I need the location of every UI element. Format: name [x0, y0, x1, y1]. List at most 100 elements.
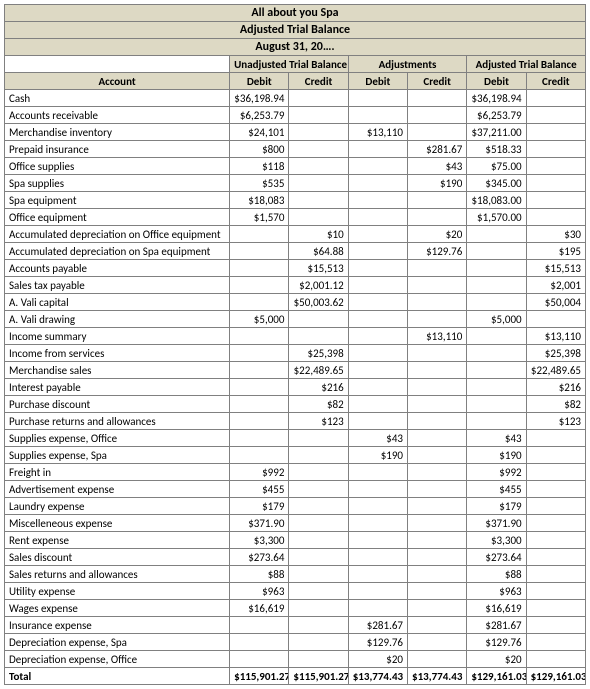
value-cell: [408, 192, 467, 209]
value-cell: $190: [408, 175, 467, 192]
value-cell: $6,253.79: [230, 107, 289, 124]
value-cell: $455: [467, 481, 526, 498]
table-row: A. Vali drawing$5,000$5,000: [5, 311, 586, 328]
value-cell: $179: [467, 498, 526, 515]
value-cell: [348, 277, 407, 294]
value-cell: [348, 107, 407, 124]
account-cell: Rent expense: [5, 532, 230, 549]
account-cell: Purchase returns and allowances: [5, 413, 230, 430]
value-cell: [408, 498, 467, 515]
group-adjusted: Adjusted Trial Balance: [467, 56, 586, 73]
value-cell: [230, 651, 289, 668]
value-cell: $963: [467, 583, 526, 600]
value-cell: [526, 651, 585, 668]
value-cell: $75.00: [467, 158, 526, 175]
account-cell: A. Vali drawing: [5, 311, 230, 328]
value-cell: [348, 345, 407, 362]
value-cell: [408, 379, 467, 396]
value-cell: $6,253.79: [467, 107, 526, 124]
table-row: Purchase discount$82$82: [5, 396, 586, 413]
account-cell: Insurance expense: [5, 617, 230, 634]
account-cell: A. Vali capital: [5, 294, 230, 311]
value-cell: [289, 498, 348, 515]
table-row: Accounts payable$15,513$15,513: [5, 260, 586, 277]
value-cell: [526, 481, 585, 498]
value-cell: $22,489.65: [289, 362, 348, 379]
value-cell: $273.64: [230, 549, 289, 566]
value-cell: [467, 226, 526, 243]
value-cell: [289, 209, 348, 226]
value-cell: [348, 600, 407, 617]
value-cell: [526, 141, 585, 158]
table-row: Accumulated depreciation on Spa equipmen…: [5, 243, 586, 260]
value-cell: [526, 430, 585, 447]
value-cell: $20: [408, 226, 467, 243]
account-cell: Income summary: [5, 328, 230, 345]
account-cell: Spa supplies: [5, 175, 230, 192]
value-cell: [348, 413, 407, 430]
value-cell: [289, 634, 348, 651]
value-cell: [408, 464, 467, 481]
value-cell: [526, 311, 585, 328]
value-cell: [289, 192, 348, 209]
value-cell: [408, 651, 467, 668]
value-cell: [348, 583, 407, 600]
value-cell: $43: [348, 430, 407, 447]
value-cell: $16,619: [230, 600, 289, 617]
value-cell: $3,300: [230, 532, 289, 549]
account-cell: Accumulated depreciation on Spa equipmen…: [5, 243, 230, 260]
value-cell: [348, 481, 407, 498]
account-cell: Cash: [5, 90, 230, 107]
value-cell: [289, 617, 348, 634]
value-cell: [467, 294, 526, 311]
value-cell: $88: [230, 566, 289, 583]
value-cell: [348, 498, 407, 515]
value-cell: [408, 294, 467, 311]
account-cell: Merchandise inventory: [5, 124, 230, 141]
value-cell: $123: [526, 413, 585, 430]
value-cell: [408, 532, 467, 549]
value-cell: [526, 600, 585, 617]
value-cell: [526, 107, 585, 124]
value-cell: [348, 90, 407, 107]
value-cell: [230, 634, 289, 651]
group-adjustments: Adjustments: [348, 56, 467, 73]
value-cell: $129.76: [408, 243, 467, 260]
value-cell: $281.67: [408, 141, 467, 158]
table-row: Freight in$992$992: [5, 464, 586, 481]
value-cell: [289, 175, 348, 192]
column-group-row: Unadjusted Trial Balance Adjustments Adj…: [5, 56, 586, 73]
value-cell: [467, 260, 526, 277]
value-cell: $15,513: [526, 260, 585, 277]
value-cell: [230, 294, 289, 311]
value-cell: [526, 158, 585, 175]
value-cell: [408, 549, 467, 566]
header-credit-3: Credit: [526, 73, 585, 90]
value-cell: [230, 328, 289, 345]
value-cell: [467, 243, 526, 260]
table-row: Cash$36,198.94$36,198.94: [5, 90, 586, 107]
value-cell: $10: [289, 226, 348, 243]
table-row: Rent expense$3,300$3,300: [5, 532, 586, 549]
table-row: Spa supplies$535$190$345.00: [5, 175, 586, 192]
value-cell: [526, 583, 585, 600]
value-cell: [289, 532, 348, 549]
value-cell: $24,101: [230, 124, 289, 141]
value-cell: [526, 464, 585, 481]
account-cell: Wages expense: [5, 600, 230, 617]
account-cell: Accumulated depreciation on Office equip…: [5, 226, 230, 243]
value-cell: $371.90: [230, 515, 289, 532]
account-cell: Prepaid insurance: [5, 141, 230, 158]
account-cell: Merchandise sales: [5, 362, 230, 379]
value-cell: [230, 447, 289, 464]
value-cell: $64.88: [289, 243, 348, 260]
table-row: Insurance expense$281.67$281.67: [5, 617, 586, 634]
account-cell: Accounts receivable: [5, 107, 230, 124]
value-cell: $88: [467, 566, 526, 583]
header-debit-1: Debit: [230, 73, 289, 90]
value-cell: [467, 396, 526, 413]
account-cell: Supplies expense, Spa: [5, 447, 230, 464]
value-cell: [408, 396, 467, 413]
value-cell: [348, 158, 407, 175]
value-cell: $16,619: [467, 600, 526, 617]
